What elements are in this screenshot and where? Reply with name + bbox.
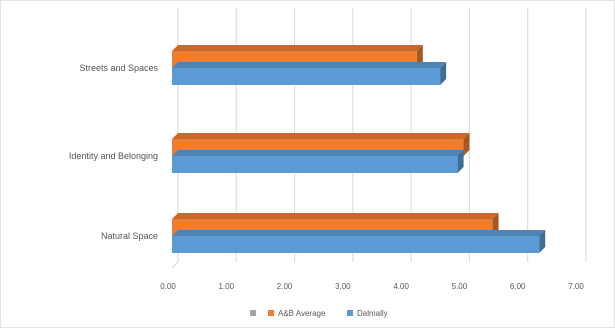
- tick-label: 5.00: [452, 282, 468, 291]
- tick-label: 1.00: [218, 282, 234, 291]
- legend-label: Dalmally: [357, 309, 388, 318]
- legend-item: A&B Average: [268, 309, 326, 318]
- category-label: Streets and Spaces: [79, 63, 158, 73]
- x-axis-tick-labels: 0.00 1.00 2.00 3.00 4.00 5.00 6.00 7.00: [160, 282, 584, 291]
- tick-label: 4.00: [393, 282, 409, 291]
- legend-swatch: [347, 310, 353, 316]
- category-labels: Streets and Spaces Identity and Belonging…: [69, 63, 159, 241]
- bar-side-face: [539, 230, 546, 253]
- bar-top-face: [172, 230, 546, 236]
- tick-label: 6.00: [510, 282, 526, 291]
- category-label: Natural Space: [101, 231, 158, 241]
- tick-label: 3.00: [335, 282, 351, 291]
- bar-front-face: [172, 236, 540, 253]
- legend: A&B Average Dalmally: [250, 309, 388, 318]
- bar-top-face: [172, 62, 447, 68]
- tick-label: 7.00: [568, 282, 584, 291]
- floor-edge: [171, 261, 179, 269]
- bar-top-face: [172, 133, 470, 139]
- category-label: Identity and Belonging: [69, 151, 158, 161]
- bar: [172, 230, 546, 253]
- legend-item: Dalmally: [347, 309, 388, 318]
- bar: [172, 150, 464, 173]
- legend-item: [250, 310, 256, 316]
- bar-top-face: [172, 150, 464, 156]
- bar-top-face: [172, 213, 499, 219]
- bar-front-face: [172, 156, 458, 173]
- tick-label: 0.00: [160, 282, 176, 291]
- bar-side-face: [440, 62, 447, 85]
- bar-side-face: [463, 133, 470, 156]
- legend-swatch: [268, 310, 274, 316]
- legend-swatch: [250, 310, 256, 316]
- bars: [172, 45, 546, 253]
- bar-front-face: [172, 68, 441, 85]
- bar-top-face: [172, 45, 423, 51]
- tick-label: 2.00: [277, 282, 293, 291]
- bar: [172, 62, 447, 85]
- legend-label: A&B Average: [278, 309, 326, 318]
- bar-side-face: [457, 150, 464, 173]
